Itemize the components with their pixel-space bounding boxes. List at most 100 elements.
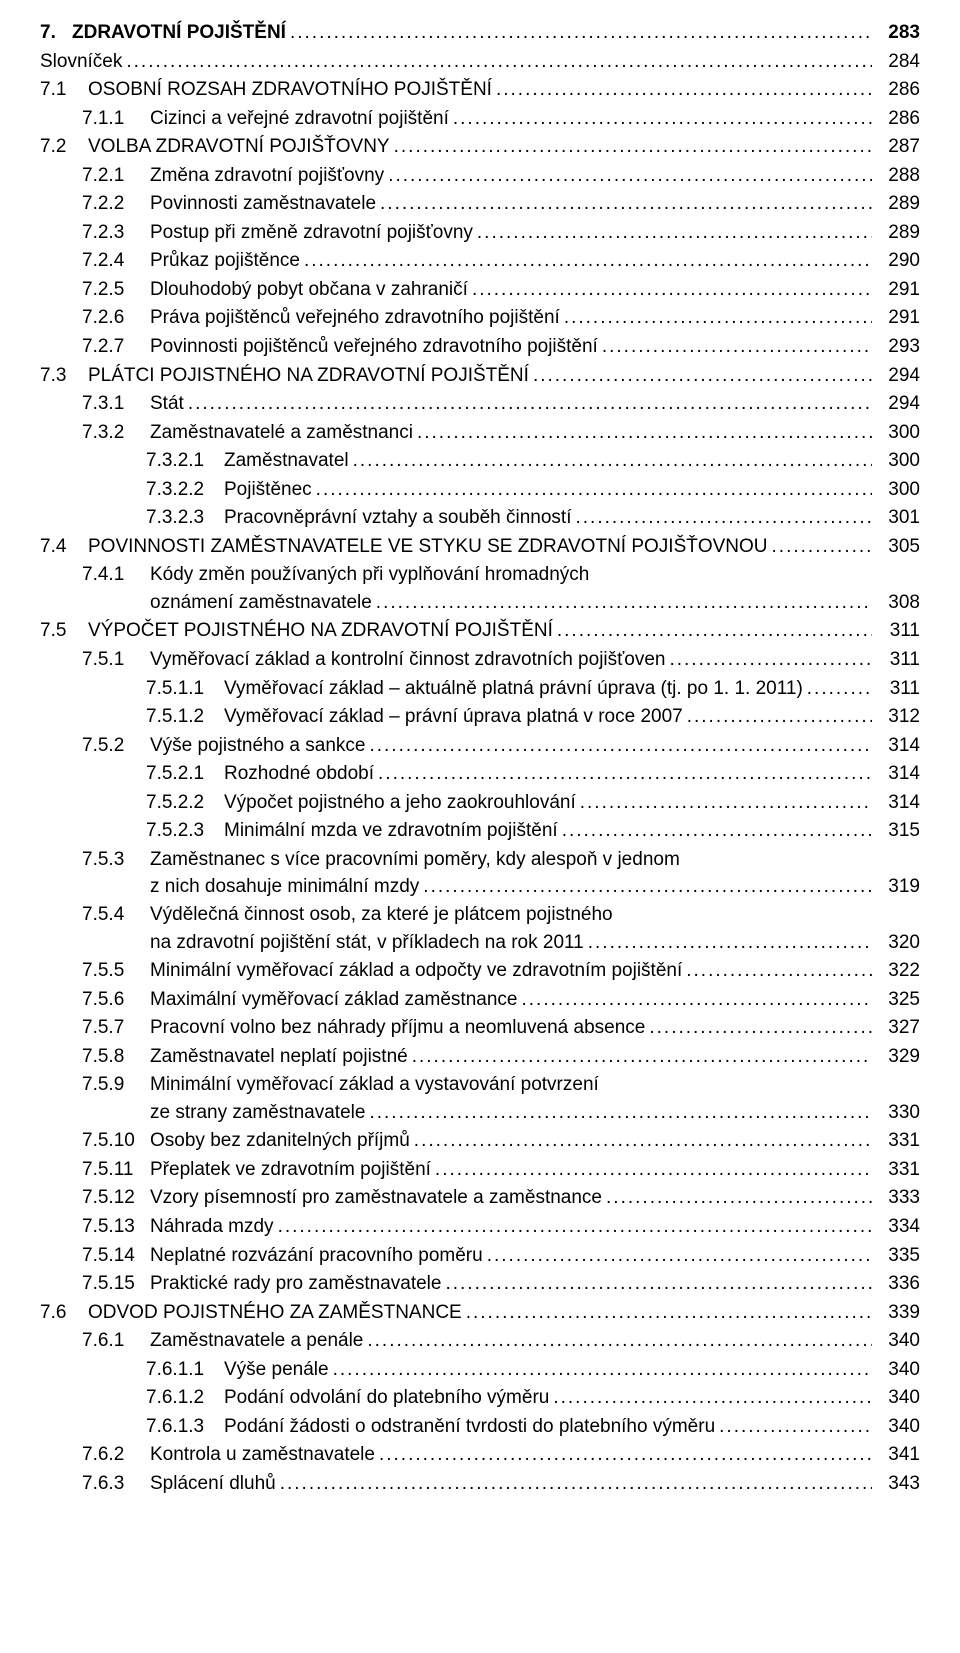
toc-leader: [126, 48, 872, 76]
toc-title: Podání odvolání do platebního výměru: [218, 1384, 549, 1412]
toc-page-number: 291: [876, 276, 920, 304]
toc-page-number: 290: [876, 247, 920, 275]
toc-number: 7.5.11: [82, 1156, 144, 1184]
toc-leader: [580, 789, 872, 817]
toc-leader: [445, 1270, 872, 1298]
toc-title: Zaměstnavatel neplatí pojistné: [144, 1043, 408, 1071]
toc-title: Slovníček: [40, 48, 122, 76]
toc-leader: [316, 476, 872, 504]
toc-page-number: 336: [876, 1270, 920, 1298]
toc-page-number: 283: [876, 19, 920, 47]
toc-number: 7.3.1: [82, 390, 144, 418]
toc-title: Cizinci a veřejné zdravotní pojištění: [144, 105, 449, 133]
toc-number: 7.5.8: [82, 1043, 144, 1071]
toc-number: 7.3: [40, 362, 82, 390]
toc-title: Zaměstnavatele a penále: [144, 1327, 363, 1355]
toc-title-line1: Výdělečná činnost osob, za které je plát…: [144, 901, 613, 929]
toc-entry: 7.5.14Neplatné rozvázání pracovního pomě…: [40, 1242, 920, 1270]
toc-title: PLÁTCI POJISTNÉHO NA ZDRAVOTNÍ POJIŠTĚNÍ: [82, 362, 529, 390]
toc-title: Minimální vyměřovací základ a odpočty ve…: [144, 957, 682, 985]
toc-leader: [687, 703, 872, 731]
toc-number: 7.2.6: [82, 304, 144, 332]
toc-number: 7.5.9: [82, 1071, 144, 1099]
toc-title-line2: ze strany zaměstnavatele: [150, 1099, 365, 1127]
toc-leader: [564, 304, 872, 332]
toc-number: 7.3.2.1: [146, 447, 218, 475]
toc-entry: 7.5VÝPOČET POJISTNÉHO NA ZDRAVOTNÍ POJIŠ…: [40, 617, 920, 645]
toc-entry: 7.3.2.1Zaměstnavatel300: [40, 447, 920, 475]
toc-page-number: 340: [876, 1384, 920, 1412]
toc-entry: 7.2.3Postup při změně zdravotní pojišťov…: [40, 219, 920, 247]
toc-number: 7.1: [40, 76, 82, 104]
toc-leader: [280, 1470, 872, 1498]
toc-entry: 7.4POVINNOSTI ZAMĚSTNAVATELE VE STYKU SE…: [40, 533, 920, 561]
toc-leader: [649, 1014, 872, 1042]
toc-number: 7.4.1: [82, 561, 144, 589]
toc-page-number: 320: [876, 929, 920, 957]
toc-number: 7.2.3: [82, 219, 144, 247]
toc-entry: 7.5.5Minimální vyměřovací základ a odpoč…: [40, 957, 920, 985]
toc-number: 7.2.1: [82, 162, 144, 190]
toc-leader: [414, 1127, 872, 1155]
toc-entry: 7.5.11Přeplatek ve zdravotním pojištění3…: [40, 1156, 920, 1184]
toc-leader: [367, 1327, 872, 1355]
toc-entry: 7.5.1.1Vyměřovací základ – aktuálně plat…: [40, 675, 920, 703]
toc-number: 7.6.3: [82, 1470, 144, 1498]
toc-page-number: 340: [876, 1327, 920, 1355]
toc-leader: [379, 1441, 872, 1469]
toc-page-number: 343: [876, 1470, 920, 1498]
toc-title: ZDRAVOTNÍ POJIŠTĚNÍ: [66, 19, 286, 47]
toc-entry: 7.5.6Maximální vyměřovací základ zaměstn…: [40, 986, 920, 1014]
toc-number: 7.2: [40, 133, 82, 161]
toc-entry: 7.2.7Povinnosti pojištěnců veřejného zdr…: [40, 333, 920, 361]
toc-title: Minimální mzda ve zdravotním pojištění: [218, 817, 558, 845]
toc-entry: 7.6.2Kontrola u zaměstnavatele341: [40, 1441, 920, 1469]
toc-title: Náhrada mzdy: [144, 1213, 274, 1241]
toc-entry: 7.6.1.3Podání žádosti o odstranění tvrdo…: [40, 1413, 920, 1441]
toc-number: 7.1.1: [82, 105, 144, 133]
toc-entry: 7.5.9Minimální vyměřovací základ a vysta…: [40, 1071, 920, 1126]
toc-page-number: 289: [876, 190, 920, 218]
toc-page-number: 319: [876, 873, 920, 901]
toc-title: ODVOD POJISTNÉHO ZA ZAMĚSTNANCE: [82, 1299, 462, 1327]
toc-page-number: 305: [876, 533, 920, 561]
toc-number: 7.5.15: [82, 1270, 144, 1298]
toc-entry: 7.3PLÁTCI POJISTNÉHO NA ZDRAVOTNÍ POJIŠT…: [40, 362, 920, 390]
toc-title-line2: na zdravotní pojištění stát, v příkladec…: [150, 929, 584, 957]
toc-title: Vzory písemností pro zaměstnavatele a za…: [144, 1184, 602, 1212]
toc-title: VÝPOČET POJISTNÉHO NA ZDRAVOTNÍ POJIŠTĚN…: [82, 617, 553, 645]
toc-number: 7.5.5: [82, 957, 144, 985]
toc-number: 7.5.1.1: [146, 675, 218, 703]
toc-page-number: 288: [876, 162, 920, 190]
toc-entry: 7.5.7Pracovní volno bez náhrady příjmu a…: [40, 1014, 920, 1042]
toc-leader: [394, 133, 872, 161]
toc-entry: 7.5.15Praktické rady pro zaměstnavatele3…: [40, 1270, 920, 1298]
toc-entry: 7.3.2.3Pracovněprávní vztahy a souběh či…: [40, 504, 920, 532]
toc-entry: 7.6.1Zaměstnavatele a penále 340: [40, 1327, 920, 1355]
toc-number: 7.2.2: [82, 190, 144, 218]
toc-leader: [719, 1413, 872, 1441]
toc-number: 7.6.2: [82, 1441, 144, 1469]
toc-leader: [477, 219, 872, 247]
toc-number: 7.5.1: [82, 646, 144, 674]
toc-entry: 7.3.2Zaměstnavatelé a zaměstnanci300: [40, 419, 920, 447]
toc-leader: [487, 1242, 872, 1270]
toc-leader: [369, 1099, 872, 1127]
toc-title: POVINNOSTI ZAMĚSTNAVATELE VE STYKU SE ZD…: [82, 533, 768, 561]
toc-entry: 7.3.2.2Pojištěnec300: [40, 476, 920, 504]
toc-title: Pracovní volno bez náhrady příjmu a neom…: [144, 1014, 645, 1042]
toc-entry: 7.5.4Výdělečná činnost osob, za které je…: [40, 901, 920, 956]
toc-title: Neplatné rozvázání pracovního poměru: [144, 1242, 483, 1270]
toc-entry: 7.5.13Náhrada mzdy334: [40, 1213, 920, 1241]
toc-entry: 7.5.10Osoby bez zdanitelných příjmů331: [40, 1127, 920, 1155]
toc-number: 7.6.1: [82, 1327, 144, 1355]
toc-entry: 7.6ODVOD POJISTNÉHO ZA ZAMĚSTNANCE339: [40, 1299, 920, 1327]
toc-number: 7.2.5: [82, 276, 144, 304]
toc-title: Zaměstnavatel: [218, 447, 349, 475]
toc-entry: 7.2.6Práva pojištěnců veřejného zdravotn…: [40, 304, 920, 332]
toc-entry: 7.6.1.1Výše penále340: [40, 1356, 920, 1384]
toc-leader: [669, 646, 872, 674]
toc-number: 7.6.1.2: [146, 1384, 218, 1412]
toc-title: Splácení dluhů: [144, 1470, 276, 1498]
toc-page-number: 286: [876, 76, 920, 104]
